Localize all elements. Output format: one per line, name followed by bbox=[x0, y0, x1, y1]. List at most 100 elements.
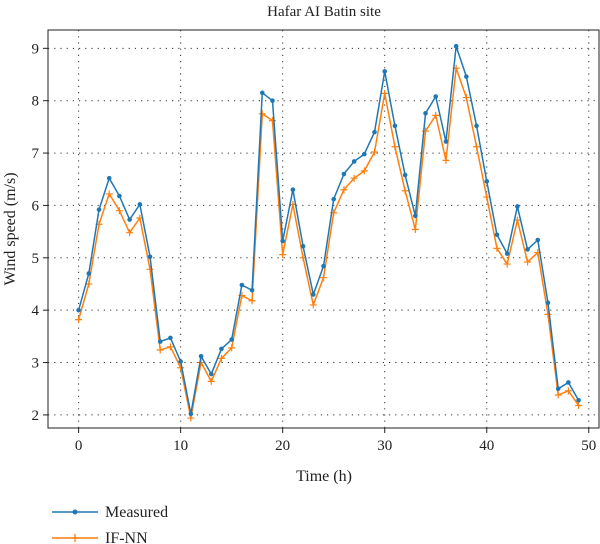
y-tick-label: 4 bbox=[32, 303, 40, 319]
data-point bbox=[147, 254, 153, 260]
data-point bbox=[177, 364, 185, 372]
data-point bbox=[86, 271, 92, 276]
legend-label: IF-NN bbox=[105, 530, 148, 544]
data-point bbox=[545, 300, 551, 306]
data-point bbox=[484, 179, 490, 184]
data-point bbox=[157, 339, 163, 344]
data-point bbox=[473, 143, 481, 151]
data-point bbox=[96, 207, 102, 212]
data-point bbox=[372, 129, 377, 135]
data-point bbox=[535, 237, 541, 243]
chart-title: Hafar AI Batin site bbox=[267, 4, 381, 20]
data-point bbox=[115, 207, 123, 215]
x-axis-label: Time (h) bbox=[296, 468, 352, 485]
data-point bbox=[228, 344, 236, 352]
data-point bbox=[309, 301, 317, 309]
data-point bbox=[504, 251, 510, 256]
series-if-nn bbox=[75, 64, 583, 422]
data-point bbox=[249, 287, 255, 293]
data-point bbox=[106, 175, 112, 181]
x-tick-label: 0 bbox=[75, 438, 83, 454]
data-point bbox=[300, 243, 306, 249]
data-point bbox=[105, 190, 113, 198]
data-point bbox=[310, 292, 316, 297]
data-point bbox=[566, 380, 571, 385]
data-point bbox=[575, 401, 583, 409]
data-point bbox=[248, 297, 256, 305]
data-point bbox=[340, 186, 348, 194]
series-measured bbox=[76, 43, 581, 417]
data-point bbox=[258, 110, 266, 118]
series-line bbox=[77, 67, 580, 419]
data-point bbox=[555, 386, 561, 392]
data-point bbox=[493, 244, 501, 252]
data-point bbox=[239, 282, 245, 288]
data-point bbox=[381, 89, 389, 97]
data-point bbox=[564, 387, 572, 395]
data-point bbox=[208, 371, 214, 377]
data-point bbox=[75, 316, 83, 324]
plot-area bbox=[47, 29, 600, 429]
y-axis-label: Wind speed (m/s) bbox=[2, 172, 19, 285]
data-point bbox=[423, 110, 428, 116]
grid-lines bbox=[48, 30, 599, 428]
data-point bbox=[126, 229, 134, 237]
data-point bbox=[188, 411, 194, 417]
data-point bbox=[503, 260, 511, 268]
legend-item: Measured bbox=[52, 504, 168, 521]
y-tick-label: 3 bbox=[32, 356, 40, 372]
data-point bbox=[360, 167, 368, 175]
data-point bbox=[168, 335, 173, 341]
series-group bbox=[75, 43, 583, 422]
data-point bbox=[279, 251, 287, 259]
data-point bbox=[341, 171, 347, 177]
data-point bbox=[178, 359, 183, 364]
data-point bbox=[207, 377, 215, 385]
series-line bbox=[77, 45, 580, 415]
data-point bbox=[401, 187, 409, 195]
y-tick-label: 5 bbox=[32, 251, 40, 267]
x-tick-label: 10 bbox=[173, 438, 188, 454]
legend-swatch-marker bbox=[71, 534, 79, 542]
data-point bbox=[219, 346, 224, 352]
data-point bbox=[462, 94, 470, 102]
data-point bbox=[229, 337, 234, 342]
data-point bbox=[146, 265, 154, 273]
y-tick-label: 2 bbox=[32, 408, 40, 424]
x-tick-label: 50 bbox=[581, 438, 596, 454]
y-tick-label: 8 bbox=[32, 94, 40, 110]
data-point bbox=[382, 69, 388, 74]
data-point bbox=[544, 310, 552, 318]
data-point bbox=[453, 43, 459, 49]
data-point bbox=[442, 156, 450, 164]
axis-ticks: 2 3 4 5 6 7 8 9 0 10 20 30 40 50 bbox=[32, 41, 597, 454]
data-point bbox=[432, 111, 440, 119]
data-point bbox=[280, 238, 285, 244]
data-point bbox=[413, 213, 418, 219]
legend-label: Measured bbox=[105, 504, 168, 521]
data-point bbox=[464, 74, 469, 79]
data-point bbox=[290, 187, 296, 193]
data-point bbox=[350, 174, 358, 182]
data-point bbox=[494, 232, 500, 238]
data-point bbox=[525, 247, 530, 252]
y-tick-label: 6 bbox=[32, 198, 40, 214]
data-point bbox=[576, 397, 581, 403]
data-point bbox=[351, 159, 357, 164]
data-point bbox=[166, 343, 174, 351]
data-point bbox=[554, 391, 562, 399]
data-point bbox=[217, 354, 225, 362]
data-point bbox=[402, 172, 408, 178]
data-point bbox=[392, 123, 398, 129]
data-point bbox=[321, 263, 326, 269]
x-tick-label: 40 bbox=[479, 438, 494, 454]
data-point bbox=[320, 274, 327, 282]
data-point bbox=[259, 90, 265, 96]
data-point bbox=[268, 117, 276, 125]
data-point bbox=[411, 226, 419, 234]
legend-swatch-marker bbox=[72, 509, 78, 515]
x-tick-label: 20 bbox=[275, 438, 290, 454]
data-point bbox=[443, 139, 449, 144]
y-tick-label: 7 bbox=[32, 146, 40, 162]
data-point bbox=[270, 98, 275, 103]
